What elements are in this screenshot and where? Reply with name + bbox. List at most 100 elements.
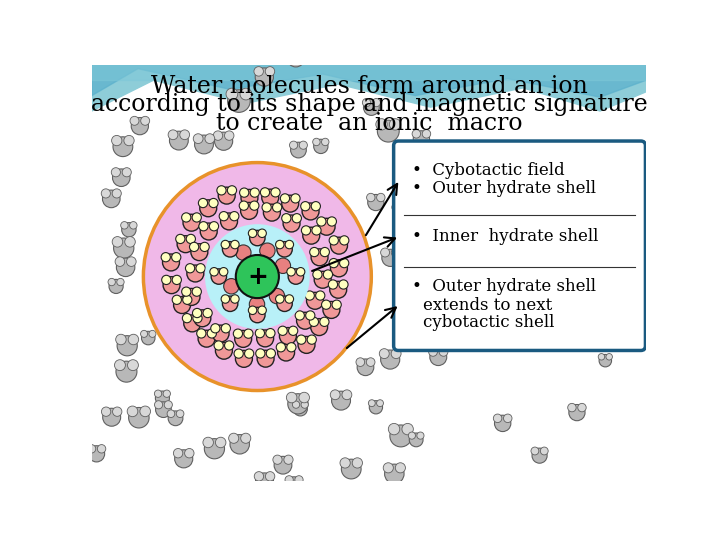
Circle shape <box>213 131 222 140</box>
Circle shape <box>262 189 279 206</box>
Circle shape <box>220 267 228 276</box>
Circle shape <box>143 163 372 390</box>
Circle shape <box>240 433 251 443</box>
Circle shape <box>248 306 257 314</box>
Circle shape <box>352 458 362 468</box>
Circle shape <box>205 224 310 329</box>
Circle shape <box>215 132 233 150</box>
Circle shape <box>379 349 390 359</box>
Circle shape <box>124 136 134 146</box>
Circle shape <box>377 400 384 407</box>
Circle shape <box>407 223 417 233</box>
Circle shape <box>272 202 282 212</box>
Circle shape <box>412 130 420 138</box>
Circle shape <box>269 288 284 304</box>
Circle shape <box>199 198 207 208</box>
Circle shape <box>221 240 230 249</box>
Circle shape <box>140 406 150 417</box>
Circle shape <box>320 317 329 327</box>
Circle shape <box>292 214 302 223</box>
Circle shape <box>42 342 50 351</box>
Circle shape <box>112 189 121 198</box>
Circle shape <box>289 326 298 335</box>
Text: extends to next: extends to next <box>423 296 552 314</box>
Circle shape <box>112 237 122 247</box>
Circle shape <box>102 190 120 208</box>
Circle shape <box>266 328 275 338</box>
Circle shape <box>276 295 284 303</box>
Circle shape <box>203 437 213 448</box>
Circle shape <box>328 280 338 289</box>
Circle shape <box>277 296 292 312</box>
Circle shape <box>495 415 511 431</box>
Circle shape <box>277 241 292 257</box>
Circle shape <box>234 349 243 358</box>
Circle shape <box>225 131 234 140</box>
Circle shape <box>230 212 239 221</box>
Text: •  Cybotactic field: • Cybotactic field <box>412 162 564 179</box>
Circle shape <box>626 193 634 200</box>
Circle shape <box>113 137 132 157</box>
Circle shape <box>297 49 306 57</box>
Circle shape <box>176 410 184 417</box>
Circle shape <box>362 98 371 107</box>
Circle shape <box>52 342 60 351</box>
Circle shape <box>172 295 181 305</box>
Circle shape <box>282 195 299 212</box>
Circle shape <box>531 447 539 455</box>
Circle shape <box>448 221 459 232</box>
Circle shape <box>245 349 253 358</box>
Circle shape <box>606 354 613 360</box>
Circle shape <box>114 360 125 370</box>
Circle shape <box>194 310 211 327</box>
Circle shape <box>250 188 259 197</box>
Circle shape <box>493 414 502 423</box>
Circle shape <box>128 334 139 345</box>
Circle shape <box>193 314 202 323</box>
Circle shape <box>203 308 212 318</box>
Circle shape <box>186 234 195 244</box>
Circle shape <box>311 319 328 335</box>
Circle shape <box>187 265 204 282</box>
Circle shape <box>312 226 321 235</box>
Circle shape <box>155 401 163 409</box>
Circle shape <box>285 295 294 303</box>
Circle shape <box>181 213 191 222</box>
Circle shape <box>532 448 547 463</box>
Circle shape <box>211 323 220 333</box>
Circle shape <box>436 167 446 177</box>
Circle shape <box>256 473 274 491</box>
Circle shape <box>575 268 587 279</box>
Circle shape <box>382 249 399 266</box>
Circle shape <box>299 392 310 403</box>
Circle shape <box>142 332 155 345</box>
Text: according to its shape and magnetic signature: according to its shape and magnetic sign… <box>91 93 647 116</box>
Circle shape <box>278 326 287 335</box>
Circle shape <box>288 269 304 284</box>
Circle shape <box>212 325 229 342</box>
Circle shape <box>322 300 330 309</box>
Circle shape <box>163 276 180 294</box>
Circle shape <box>288 394 308 414</box>
Circle shape <box>598 354 605 360</box>
Circle shape <box>300 141 307 149</box>
Circle shape <box>461 221 472 232</box>
Circle shape <box>339 280 348 289</box>
Circle shape <box>219 212 228 221</box>
Circle shape <box>298 336 315 353</box>
Circle shape <box>619 194 632 207</box>
Circle shape <box>390 119 401 130</box>
Circle shape <box>311 201 320 211</box>
Circle shape <box>116 361 137 382</box>
Circle shape <box>117 258 135 276</box>
Circle shape <box>588 268 600 279</box>
Circle shape <box>577 269 598 291</box>
Text: •  Inner  hydrate shell: • Inner hydrate shell <box>412 228 598 245</box>
Circle shape <box>285 476 293 484</box>
Circle shape <box>357 359 374 376</box>
Circle shape <box>314 139 328 153</box>
Circle shape <box>140 330 148 338</box>
Circle shape <box>330 390 340 400</box>
Circle shape <box>224 279 239 294</box>
Circle shape <box>102 189 110 198</box>
